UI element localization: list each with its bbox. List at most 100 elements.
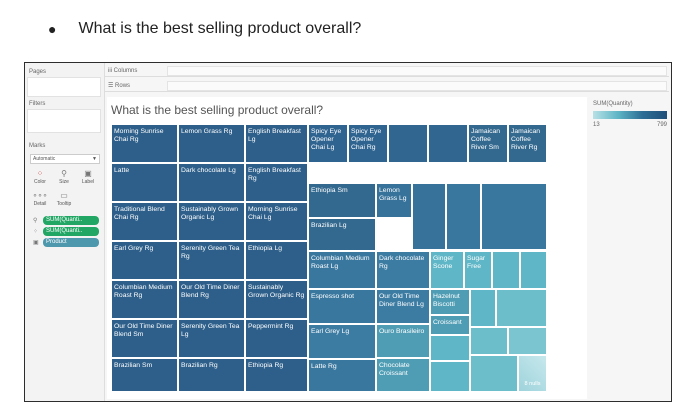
treemap-tile[interactable]: Earl Grey Lg [308, 324, 376, 359]
treemap-tile[interactable]: Sugar Free [464, 251, 492, 289]
legend-gradient [593, 111, 667, 119]
treemap-tile[interactable]: Latte Rg [308, 359, 376, 392]
tile-label: Ginger Scone [433, 255, 454, 270]
label-button[interactable]: ▣ Label [77, 169, 99, 187]
treemap-tile[interactable]: English Breakfast Rg [245, 163, 308, 202]
treemap-tile[interactable]: Morning Sunrise Chai Lg [245, 202, 308, 241]
treemap-tile[interactable]: Jamaican Coffee River Rg [508, 124, 547, 163]
treemap-tile[interactable] [520, 251, 547, 289]
treemap-tile[interactable]: Croissant [430, 315, 470, 335]
color-dots-icon: ⁘ [36, 169, 44, 178]
treemap-tile[interactable]: Peppermint Rg [245, 319, 308, 358]
pages-pane-title: Pages [29, 69, 47, 75]
tile-label: Dark chocolate Rg [379, 255, 425, 270]
columns-shelf[interactable]: iii Columns [105, 65, 669, 77]
treemap-tile[interactable]: 8 nulls [518, 355, 547, 392]
tile-label: Ethiopia Rg [248, 362, 284, 369]
treemap-tile[interactable]: Ethiopia Sm [308, 183, 376, 218]
treemap-tile[interactable]: Brazilian Lg [308, 218, 376, 251]
detail-label: Detail [33, 201, 47, 207]
legend-max: 799 [656, 122, 667, 128]
detail-button[interactable]: ∘∘∘ Detail [29, 191, 51, 209]
columns-drop-area[interactable] [167, 66, 667, 76]
tile-label: English Breakfast Rg [248, 167, 301, 182]
treemap-tile[interactable]: Ethiopia Lg [245, 241, 308, 280]
tile-label: Our Old Time Diner Blend Rg [181, 284, 240, 299]
treemap-tile[interactable]: Our Old Time Diner Blend Sm [111, 319, 178, 358]
treemap-tile[interactable] [388, 124, 428, 163]
tile-label: Lemon Grass Lg [379, 187, 407, 202]
treemap-tile[interactable]: Ouro Brasileiro [376, 324, 430, 358]
treemap-tile[interactable]: Our Old Time Diner Blend Rg [178, 280, 245, 319]
tile-label: Espresso shot [311, 293, 355, 300]
product-pill[interactable]: Product [43, 238, 99, 247]
rows-shelf[interactable]: ☰ Rows [105, 80, 669, 92]
size-pill[interactable]: SUM(Quanti.. [43, 216, 99, 225]
treemap-tile[interactable]: Chocolate Croissant [376, 358, 430, 392]
tile-label: Morning Sunrise Chai Lg [248, 206, 298, 221]
treemap-tile[interactable]: Dark chocolate Rg [376, 251, 430, 289]
filters-shelf[interactable] [27, 109, 101, 133]
treemap-tile[interactable]: Serenity Green Tea Rg [178, 241, 245, 280]
treemap-tile[interactable] [428, 124, 468, 163]
treemap-tile[interactable]: Serenity Green Tea Lg [178, 319, 245, 358]
treemap-tile[interactable] [508, 327, 547, 355]
tile-label: Latte [114, 167, 130, 174]
rows-drop-area[interactable] [167, 81, 667, 91]
treemap-tile[interactable]: Lemon Grass Lg [376, 183, 412, 218]
treemap-tile[interactable] [446, 183, 481, 250]
tile-label: Chocolate Croissant [379, 362, 410, 377]
treemap-tile[interactable]: Columbian Medium Roast Rg [111, 280, 178, 319]
treemap-tile[interactable] [470, 327, 508, 355]
color-button[interactable]: ⁘ Color [29, 169, 51, 187]
treemap-tile[interactable]: Morning Sunrise Chai Rg [111, 124, 178, 163]
treemap-tile[interactable]: Our Old Time Diner Blend Lg [376, 289, 430, 324]
tile-label: Our Old Time Diner Blend Sm [114, 323, 173, 338]
treemap-tile[interactable] [470, 289, 496, 327]
treemap-tile[interactable] [492, 251, 520, 289]
treemap-tile[interactable]: Traditional Blend Chai Rg [111, 202, 178, 241]
pages-shelf[interactable] [27, 77, 101, 97]
treemap-tile[interactable]: Spicy Eye Opener Chai Lg [308, 124, 348, 163]
treemap-tile[interactable]: Sustainably Grown Organic Rg [245, 280, 308, 319]
tooltip-button[interactable]: ▭ Tooltip [53, 191, 75, 209]
treemap-tile[interactable]: Jamaican Coffee River Sm [468, 124, 508, 163]
left-panes: Pages Filters Marks Automatic ▼ ⁘ Color … [25, 63, 105, 401]
treemap-tile[interactable]: Hazelnut Biscotti [430, 289, 470, 315]
tile-label: Brazilian Lg [311, 222, 347, 229]
tile-label: Sugar Free [467, 255, 486, 270]
size-button[interactable]: ⚲ Size [53, 169, 75, 187]
treemap-tile[interactable]: Brazilian Sm [111, 358, 178, 392]
rows-shelf-label: ☰ Rows [108, 83, 131, 89]
legend-min: 13 [593, 122, 600, 128]
tile-label: 8 nulls [524, 381, 541, 387]
color-pill[interactable]: SUM(Quanti.. [43, 227, 99, 236]
marks-type-dropdown[interactable]: Automatic ▼ [30, 154, 100, 164]
treemap-tile[interactable]: Ginger Scone [430, 251, 464, 289]
treemap-tile[interactable] [481, 183, 547, 250]
tile-label: Ouro Brasileiro [379, 328, 425, 335]
treemap-tile[interactable]: Spicy Eye Opener Chai Rg [348, 124, 388, 163]
treemap-tile[interactable]: Sustainably Grown Organic Lg [178, 202, 245, 241]
treemap-tile[interactable]: Latte [111, 163, 178, 202]
treemap-tile[interactable] [430, 335, 470, 361]
tile-label: Columbian Medium Roast Lg [311, 255, 370, 270]
tile-label: Serenity Green Tea Rg [181, 245, 240, 260]
treemap-tile[interactable]: Brazilian Rg [178, 358, 245, 392]
label-mark-icon: ▣ [33, 240, 39, 246]
treemap-tile[interactable]: English Breakfast Lg [245, 124, 308, 163]
treemap-tile[interactable]: Lemon Grass Rg [178, 124, 245, 163]
treemap-tile[interactable]: Dark chocolate Lg [178, 163, 245, 202]
treemap-tile[interactable]: Ethiopia Rg [245, 358, 308, 392]
treemap-tile[interactable]: Columbian Medium Roast Lg [308, 251, 376, 289]
tableau-worksheet: Pages Filters Marks Automatic ▼ ⁘ Color … [24, 62, 672, 402]
treemap-tile[interactable] [470, 355, 518, 392]
columns-shelf-label: iii Columns [108, 68, 138, 74]
treemap-tile[interactable]: Earl Grey Rg [111, 241, 178, 280]
treemap-tile[interactable] [412, 183, 446, 250]
tile-label: Brazilian Sm [114, 362, 153, 369]
treemap-tile[interactable] [496, 289, 547, 327]
treemap-tile[interactable] [430, 361, 470, 392]
label-label: Label [81, 179, 95, 185]
treemap-tile[interactable]: Espresso shot [308, 289, 376, 324]
